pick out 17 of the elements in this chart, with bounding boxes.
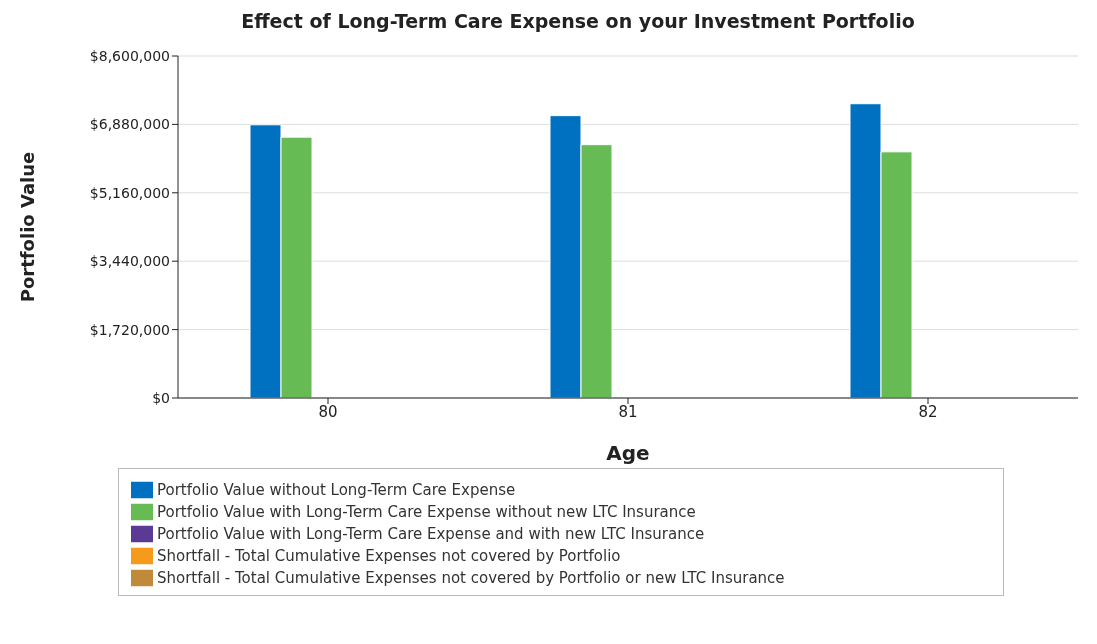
y-tick-label: $5,160,000 xyxy=(89,184,170,201)
y-tick-label: $0 xyxy=(152,389,170,406)
y-tick-label: $8,600,000 xyxy=(89,47,170,64)
y-tick-label: $1,720,000 xyxy=(89,321,170,338)
chart-title: Effect of Long-Term Care Expense on your Investment Portfolio xyxy=(240,10,916,32)
y-tick-label: $6,880,000 xyxy=(89,116,170,133)
x-tick-label: 81 xyxy=(618,402,638,421)
x-tick-label: 82 xyxy=(918,402,938,421)
x-tick-label: 80 xyxy=(318,402,338,421)
legend-label: Portfolio Value without Long-Term Care Expense xyxy=(157,480,516,499)
legend-label: Portfolio Value with Long-Term Care Expense and with new LTC Insurance xyxy=(157,524,705,543)
legend-label: Shortfall - Total Cumulative Expenses not covered by Portfolio xyxy=(157,546,621,565)
legend-label: Shortfall - Total Cumulative Expenses not covered by Portfolio or new LTC Insurance xyxy=(157,568,785,587)
x-axis-title: Age xyxy=(606,441,650,465)
y-tick-label: $3,440,000 xyxy=(89,253,170,270)
y-axis-title: Portfolio Value xyxy=(17,151,39,303)
legend-label: Portfolio Value with Long-Term Care Expense without new LTC Insurance xyxy=(157,502,696,521)
